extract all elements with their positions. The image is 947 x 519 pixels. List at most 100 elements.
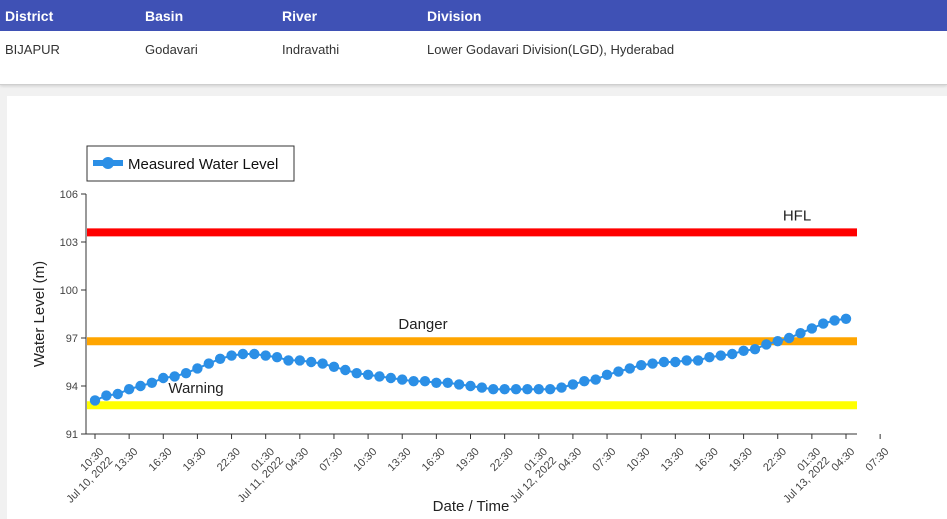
data-point [431,377,442,388]
data-point [385,372,397,384]
header-river: River [282,8,318,24]
data-point [635,360,647,371]
header-division: Division [427,8,482,24]
legend-swatch-marker [102,157,114,169]
value-division: Lower Godavari Division(LGD), Hyderabad [427,42,675,57]
data-point [362,369,374,380]
x-tick-label: 13:30 [113,446,141,474]
data-point [658,356,670,368]
data-point [123,384,135,395]
data-point [214,353,226,364]
x-tick-label: 22:30 [215,446,243,474]
x-tick-label: 22:30 [761,446,789,474]
data-point [715,350,727,361]
x-tick-label: 16:30 [693,446,721,474]
data-point [749,344,761,355]
value-river: Indravathi [282,42,340,57]
data-point [89,395,101,406]
water-level-chart: 91 94 97 100 103 106 Water Level (m) HFL Danger W… [31,145,891,515]
header-district: District [5,8,54,24]
data-point [419,376,431,387]
data-point [556,382,567,393]
legend-label: Measured Water Level [128,156,278,173]
x-tick-label: 07:30 [590,446,618,474]
value-basin: Godavari [145,42,198,57]
x-tick-label: 16:30 [420,446,448,474]
x-tick-label: 04:30 [556,446,584,474]
data-point [704,352,715,363]
chart-card: 91 94 97 100 103 106 Water Level (m) HFL Danger W… [7,96,947,519]
data-point [761,339,772,350]
data-point [544,384,556,395]
data-point [727,348,738,360]
data-point [146,377,158,388]
data-point [681,355,692,366]
data-point [397,374,408,385]
value-district: BIJAPUR [5,42,60,57]
x-tick-label: 22:30 [488,446,516,474]
x-tick-label: 10:30 [351,446,379,474]
data-point [567,379,579,390]
data-point [829,315,840,326]
station-info-table: District Basin River Division BIJAPUR Go… [0,0,947,85]
data-point [840,313,852,324]
x-tick-label: 19:30 [454,446,482,474]
data-point [260,350,271,361]
data-point [112,388,123,400]
data-point [738,345,749,356]
data-point [351,368,362,379]
y-tick-label: 97 [66,333,78,345]
x-tick-label: 16:30 [147,446,175,474]
data-point [442,377,453,388]
y-tick-label: 106 [60,189,78,201]
data-point [499,384,510,395]
data-point [533,384,544,395]
data-point [294,355,306,366]
data-point [374,371,385,382]
data-point [783,332,795,344]
data-point [670,356,681,368]
info-value-row: BIJAPUR Godavari Indravathi Lower Godava… [0,31,947,83]
x-tick-label: 19:30 [181,446,209,474]
y-tick-label: 91 [66,429,78,441]
data-point [101,390,112,401]
y-tick-label: 94 [66,381,78,393]
data-point [613,366,624,377]
y-tick-label: 103 [60,237,78,249]
data-point [158,372,169,384]
data-point [772,336,783,347]
header-basin: Basin [145,8,184,24]
x-tick-label: 10:30Jul 10, 2022 [55,446,115,506]
x-tick-label: 10:30 [625,446,653,474]
data-point [806,323,818,334]
data-point [305,356,317,368]
data-point [818,318,829,329]
data-point [192,363,203,374]
data-point [283,355,294,366]
data-point [237,348,249,360]
y-tick-label: 100 [60,285,78,297]
x-tick-label: 04:30 [829,446,857,474]
x-tick-label: 19:30 [727,446,755,474]
data-point [795,328,806,339]
data-point [510,384,522,395]
data-point [135,380,146,392]
data-point [624,363,636,374]
data-point [180,368,192,379]
data-point [340,364,351,376]
data-point [249,348,260,360]
data-point [579,376,590,387]
info-header-row: District Basin River Division [0,0,947,31]
data-point [317,358,328,369]
data-point [169,371,180,382]
reference-label-warning: Warning [168,380,223,397]
data-point [647,358,658,369]
data-point [692,355,704,366]
x-axis-title: Date / Time [433,498,510,515]
data-point [465,380,476,392]
x-tick-label: 07:30 [317,446,345,474]
data-point [601,369,613,380]
data-point [226,350,237,361]
data-point [476,382,488,393]
data-point [590,374,601,385]
